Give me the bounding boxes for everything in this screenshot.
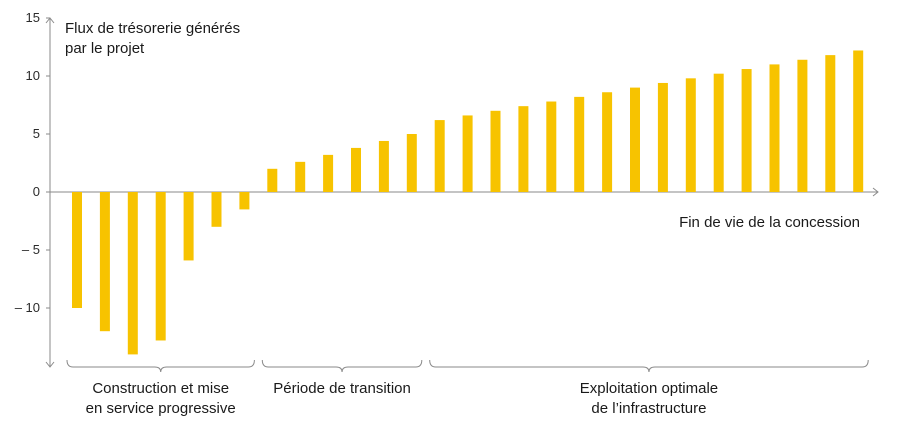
y-tick-label: 10: [26, 68, 40, 83]
bar: [713, 73, 724, 192]
bar: [546, 101, 557, 192]
bar: [183, 192, 194, 261]
bar: [211, 192, 222, 227]
bar: [406, 134, 417, 192]
bar: [490, 110, 501, 192]
y-axis-title-line-1: Flux de trésorerie générés: [65, 20, 240, 37]
bar: [769, 64, 780, 192]
bar: [323, 154, 334, 192]
y-tick-label: 15: [26, 10, 40, 25]
phase-label: Construction et mise: [92, 380, 229, 397]
labels-layer: Flux de trésorerie générés par le projet…: [65, 20, 860, 231]
phase-label: Exploitation optimale: [580, 380, 718, 397]
bar: [602, 92, 613, 192]
end-of-concession-annotation: Fin de vie de la concession: [679, 214, 860, 231]
bar: [155, 192, 166, 341]
bar: [99, 192, 110, 332]
bar: [295, 161, 306, 192]
bar: [518, 106, 529, 192]
bar: [825, 55, 836, 193]
bars-layer: [72, 50, 864, 355]
phase-label: de l’infrastructure: [591, 400, 706, 417]
bar: [685, 78, 696, 192]
y-tick-label: 0: [33, 184, 40, 199]
bar: [434, 120, 445, 192]
y-tick-label: – 5: [22, 242, 40, 257]
phase-brace: [261, 359, 423, 373]
bar: [657, 82, 668, 192]
bar: [574, 96, 585, 192]
bar: [239, 192, 250, 210]
phase-brace: [66, 359, 255, 373]
bar: [853, 50, 864, 193]
x-axis-arrow: [872, 187, 879, 197]
y-tick-label: – 10: [15, 300, 40, 315]
bar: [378, 140, 389, 192]
bar: [630, 87, 640, 192]
bar: [127, 192, 138, 355]
phase-brace: [429, 359, 869, 373]
y-axis-arrow-bottom: [45, 361, 55, 368]
y-axis-title-line-2: par le projet: [65, 40, 145, 57]
bar: [351, 147, 361, 192]
bar: [462, 115, 473, 192]
bar: [72, 192, 82, 308]
bar: [741, 69, 752, 192]
phase-label: Période de transition: [273, 380, 411, 397]
y-tick-label: 5: [33, 126, 40, 141]
phases-layer: Construction et mise en service progressi…: [66, 359, 869, 417]
bar: [797, 59, 808, 193]
bar: [267, 168, 278, 192]
phase-label: en service progressive: [86, 400, 236, 417]
